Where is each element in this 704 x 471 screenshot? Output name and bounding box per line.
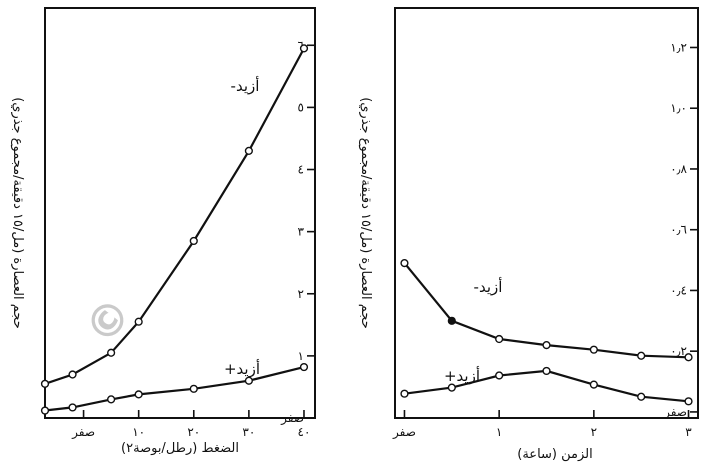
x-tick-label: ٤٠ bbox=[298, 425, 311, 439]
data-point bbox=[68, 403, 77, 412]
data-point bbox=[495, 334, 504, 344]
y-ticks: صفر ١ ٢ ٣ ٤ ٥ ٦ bbox=[280, 38, 315, 426]
watermark: © bbox=[75, 288, 142, 354]
data-point bbox=[495, 371, 504, 380]
x-tick-label: ٢٠ bbox=[187, 425, 200, 439]
y-tick-label: ٢ bbox=[298, 287, 304, 301]
data-point bbox=[447, 316, 456, 325]
data-point bbox=[40, 379, 50, 388]
data-point bbox=[189, 236, 198, 246]
y-tick-label: ٠٫٨ bbox=[670, 162, 687, 176]
data-point bbox=[447, 383, 456, 392]
x-tick-label: صفر bbox=[71, 425, 95, 440]
series-group bbox=[40, 44, 309, 415]
series-label-plus-azide: +أزيد bbox=[224, 359, 260, 378]
y-ticks: صفر ٠٫٢ ٠٫٤ ٠٫٦ ٠٫٨ ١٫٠ ١٫٢ bbox=[663, 40, 698, 420]
series-line-1 bbox=[44, 366, 305, 412]
data-point bbox=[244, 146, 253, 155]
data-point bbox=[589, 380, 598, 389]
data-point bbox=[542, 366, 551, 376]
data-point bbox=[400, 389, 409, 398]
x-tick-label: ٣ bbox=[685, 425, 692, 439]
data-point bbox=[68, 370, 77, 379]
y-tick-label: ١ bbox=[298, 349, 304, 363]
series-line-0 bbox=[44, 47, 305, 385]
y-tick-label: ٠٫٤ bbox=[670, 283, 687, 297]
data-point bbox=[244, 376, 253, 385]
data-point bbox=[400, 259, 409, 268]
x-tick-label: صفر bbox=[392, 425, 416, 440]
y-tick-label: ٦ bbox=[298, 38, 304, 52]
data-point bbox=[684, 353, 693, 362]
y-tick-label: ٣ bbox=[298, 225, 305, 239]
data-point bbox=[134, 390, 143, 399]
y-axis-title: حجم العصارة (مل/١٥ دقيقة/مجموع جذري) bbox=[358, 97, 373, 329]
y-tick-label: صفر bbox=[663, 405, 687, 420]
x-ticks: صفر ١٠ ٢٠ ٣٠ ٤٠ bbox=[71, 410, 310, 440]
series-group bbox=[400, 259, 693, 406]
plot-frame bbox=[44, 7, 316, 419]
y-axis-title: حجم العصارة (مل/١٥ دقيقة/مجموع جذري) bbox=[10, 97, 25, 329]
chart-time-vs-sap-volume: صفر ٠٫٢ ٠٫٤ ٠٫٦ ٠٫٨ ١٫٠ ١٫٢ صفر ١ ٢ ٣ الزمن (ساعة… bbox=[358, 7, 699, 462]
data-point bbox=[107, 348, 116, 357]
data-point bbox=[40, 406, 50, 415]
x-ticks: صفر ١ ٢ ٣ bbox=[392, 410, 692, 440]
data-point bbox=[542, 341, 551, 350]
x-tick-label: ٢ bbox=[591, 425, 597, 439]
x-tick-label: ١٠ bbox=[132, 425, 145, 439]
y-tick-label: ١٫٢ bbox=[670, 40, 687, 54]
x-axis-title: الضغط (رطل/بوصة٢) bbox=[121, 441, 239, 456]
series-label-plus-azide: +أزيد bbox=[444, 366, 480, 385]
y-tick-label: ٥ bbox=[298, 100, 304, 114]
data-point bbox=[107, 395, 116, 404]
y-tick-label: ٠٫٢ bbox=[670, 344, 687, 358]
data-point bbox=[637, 392, 646, 401]
y-tick-label: ١٫٠ bbox=[670, 101, 687, 115]
data-point bbox=[299, 362, 309, 372]
series-label-minus-azide: -أزيد bbox=[474, 277, 503, 296]
data-point bbox=[589, 345, 598, 354]
plot-frame bbox=[394, 7, 699, 419]
series-label-minus-azide: -أزيد bbox=[231, 76, 260, 95]
y-tick-label: ٤ bbox=[298, 163, 304, 177]
x-tick-label: ١ bbox=[496, 425, 502, 439]
data-point bbox=[134, 317, 143, 326]
y-tick-label: صفر bbox=[280, 411, 304, 426]
data-point bbox=[637, 351, 646, 360]
x-tick-label: ٣٠ bbox=[242, 425, 255, 439]
data-point bbox=[684, 397, 693, 406]
data-point bbox=[189, 384, 198, 393]
y-tick-label: ٠٫٦ bbox=[670, 223, 687, 237]
x-axis-title: الزمن (ساعة) bbox=[517, 447, 592, 462]
data-point bbox=[299, 44, 309, 53]
